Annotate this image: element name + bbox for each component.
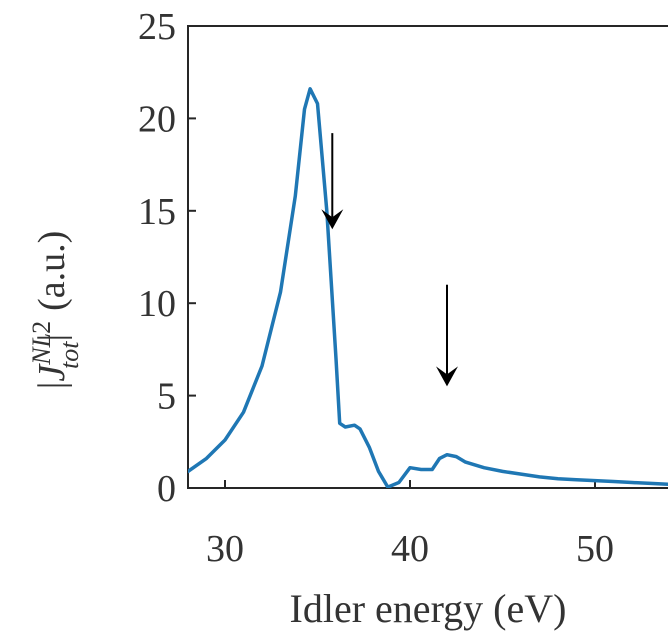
y-tick-label: 15 — [138, 191, 176, 233]
y-tick-label: 20 — [138, 98, 176, 140]
y-axis: 0 5 10 15 20 25 — [138, 6, 196, 510]
x-axis-label: Idler energy (eV) — [290, 586, 567, 631]
y-tick-label: 5 — [157, 376, 176, 418]
plot-area — [187, 25, 668, 489]
y-tick-label: 10 — [138, 283, 176, 325]
annotation-arrowhead — [321, 209, 344, 230]
y-tick-label: 0 — [157, 468, 176, 510]
y-axis-label: |JNLtot|2(a.u.) — [27, 231, 84, 390]
annotations — [321, 133, 458, 387]
x-tick-label: 40 — [391, 528, 429, 570]
x-axis: 30 40 50 — [206, 480, 614, 570]
x-tick-label: 30 — [206, 528, 244, 570]
series-line — [188, 87, 668, 488]
annotation-arrowhead — [436, 366, 458, 387]
x-tick-label: 50 — [576, 528, 614, 570]
y-tick-label: 25 — [138, 6, 176, 48]
